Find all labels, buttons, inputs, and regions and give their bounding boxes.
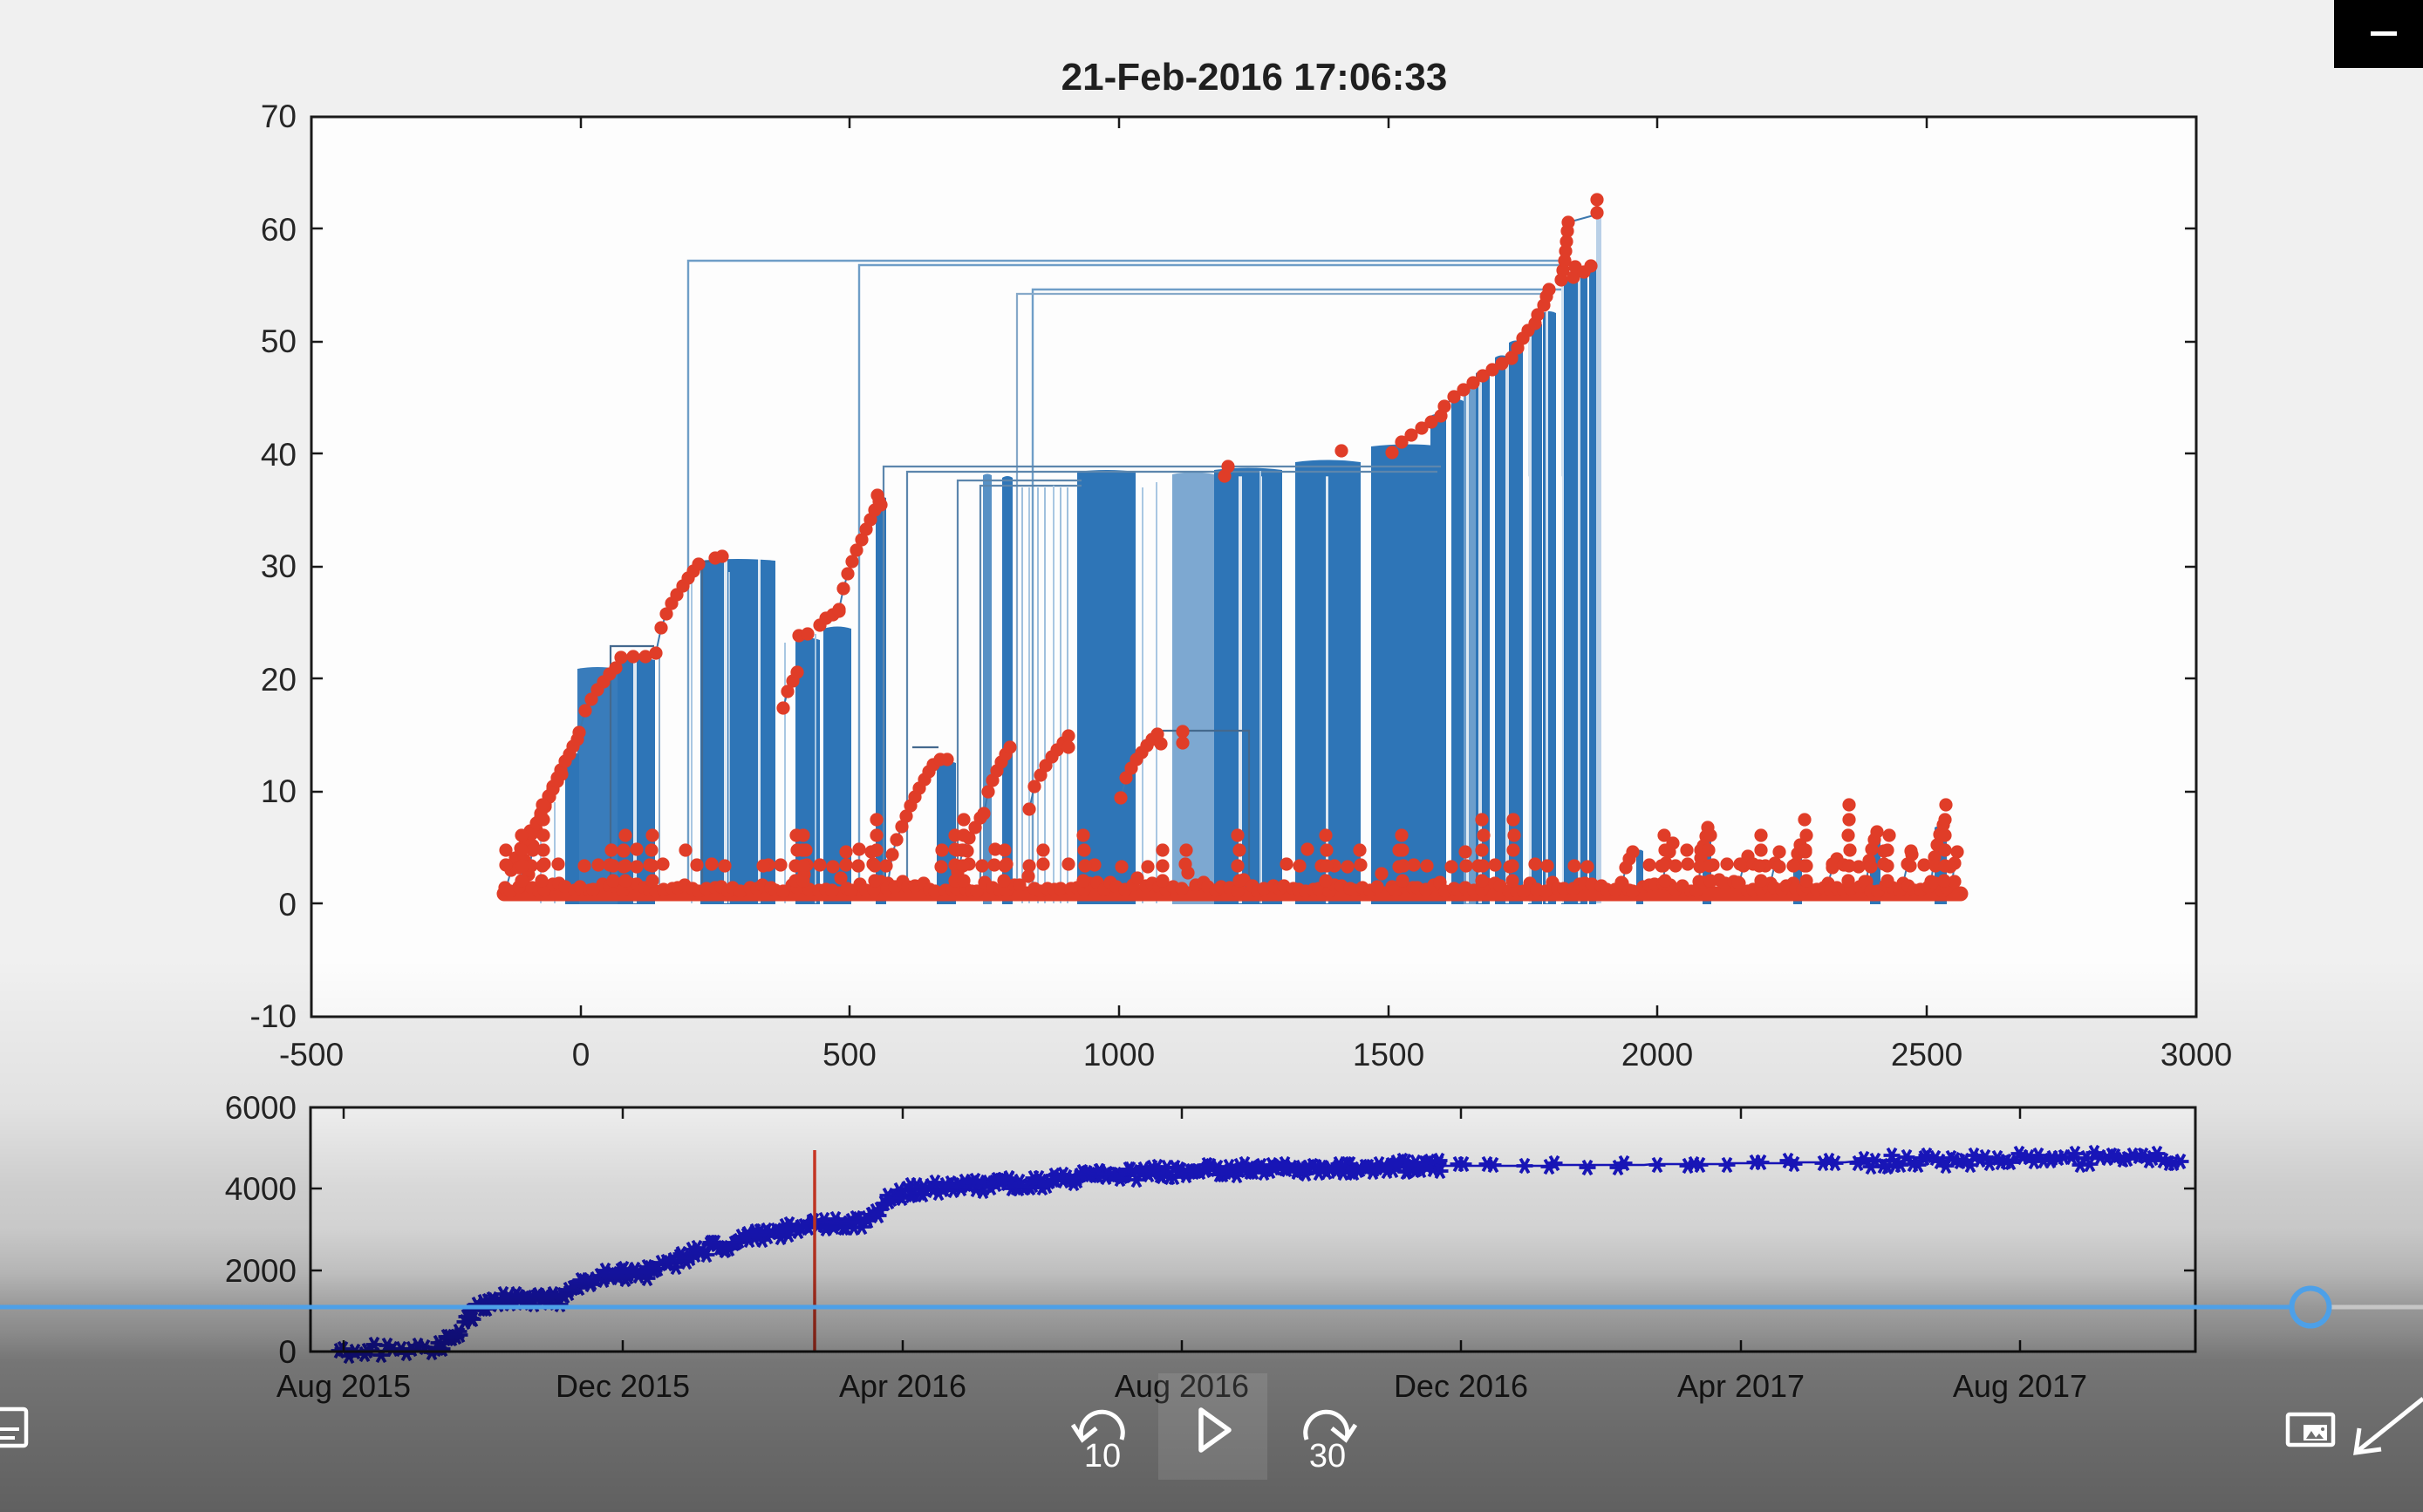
svg-text:20: 20	[261, 662, 297, 698]
svg-text:30: 30	[1309, 1438, 1346, 1475]
svg-text:10: 10	[1084, 1438, 1121, 1475]
svg-text:21-Feb-2016 17:06:33: 21-Feb-2016 17:06:33	[1061, 56, 1448, 99]
svg-text:60: 60	[261, 212, 297, 248]
svg-text:0: 0	[278, 887, 297, 923]
svg-text:30: 30	[261, 548, 297, 584]
svg-text:70: 70	[261, 99, 297, 134]
svg-text:40: 40	[261, 437, 297, 473]
svg-text:10: 10	[261, 773, 297, 809]
svg-text:50: 50	[261, 324, 297, 359]
